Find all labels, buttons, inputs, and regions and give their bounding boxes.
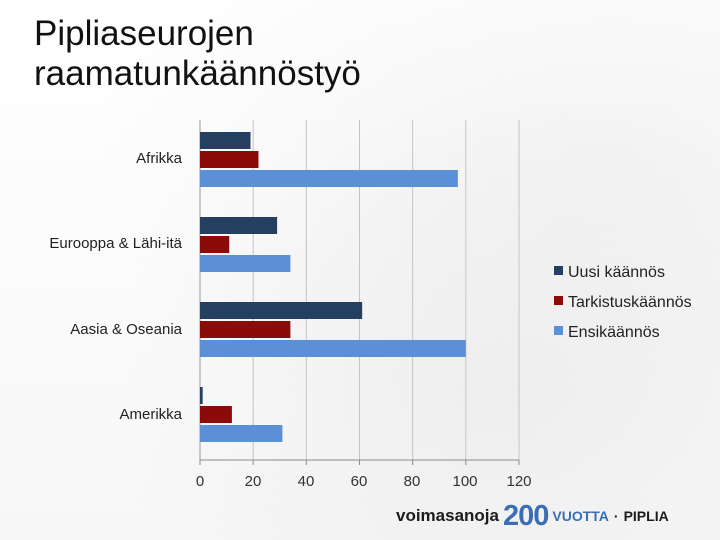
bar-amerikka-ensi xyxy=(200,425,283,442)
legend-label-ensi: Ensikäännös xyxy=(568,324,660,341)
bar-eurooppa-ensi xyxy=(200,255,291,272)
bar-aasia-uusi xyxy=(200,302,363,319)
axes xyxy=(199,459,520,465)
legend: Uusi käännös Tarkistuskäännös Ensikäännö… xyxy=(554,264,692,341)
x-tick-20: 20 xyxy=(245,473,262,490)
category-label-aasia: Aasia & Oseania xyxy=(70,321,182,338)
category-label-eurooppa: Eurooppa & Lähi-itä xyxy=(49,235,182,252)
page-title: Pipliaseurojen raamatunkäännöstyö xyxy=(34,14,634,94)
footer-separator: · xyxy=(613,508,619,524)
x-tick-80: 80 xyxy=(404,473,421,490)
category-label-amerikka: Amerikka xyxy=(119,406,182,423)
x-tick-60: 60 xyxy=(351,473,368,490)
x-tick-0: 0 xyxy=(196,473,204,490)
bar-afrikka-uusi xyxy=(200,132,251,149)
footer-brand: PIPLIA xyxy=(623,508,669,524)
legend-swatch-tarkistus xyxy=(554,296,563,305)
bar-amerikka-tarkistus xyxy=(200,406,232,423)
footer-word: voimasanoja xyxy=(396,506,499,525)
legend-swatch-uusi xyxy=(554,266,563,275)
footer-sub: VUOTTA xyxy=(552,508,609,524)
legend-swatch-ensi xyxy=(554,326,563,335)
x-tick-40: 40 xyxy=(298,473,315,490)
x-tick-100: 100 xyxy=(452,473,477,490)
bar-eurooppa-uusi xyxy=(200,217,278,234)
x-tick-labels: 0 20 40 60 80 100 120 xyxy=(196,473,532,490)
x-tick-120: 120 xyxy=(506,473,531,490)
category-labels: Afrikka Eurooppa & Lähi-itä Aasia & Osea… xyxy=(49,150,182,423)
legend-label-uusi: Uusi käännös xyxy=(568,264,665,281)
bar-eurooppa-tarkistus xyxy=(200,236,230,253)
bars xyxy=(200,132,466,442)
bar-aasia-ensi xyxy=(200,340,466,357)
title-line-2: raamatunkäännöstyö xyxy=(34,54,361,93)
bar-afrikka-ensi xyxy=(200,170,458,187)
title-line-1: Pipliaseurojen xyxy=(34,14,254,53)
bar-afrikka-tarkistus xyxy=(200,151,259,168)
footer-logo: voimasanoja 200 VUOTTA · PIPLIA xyxy=(396,498,669,534)
bar-aasia-tarkistus xyxy=(200,321,291,338)
footer-number: 200 xyxy=(503,499,549,532)
legend-label-tarkistus: Tarkistuskäännös xyxy=(568,294,692,311)
bar-amerikka-uusi xyxy=(200,387,203,404)
category-label-afrikka: Afrikka xyxy=(136,150,183,167)
